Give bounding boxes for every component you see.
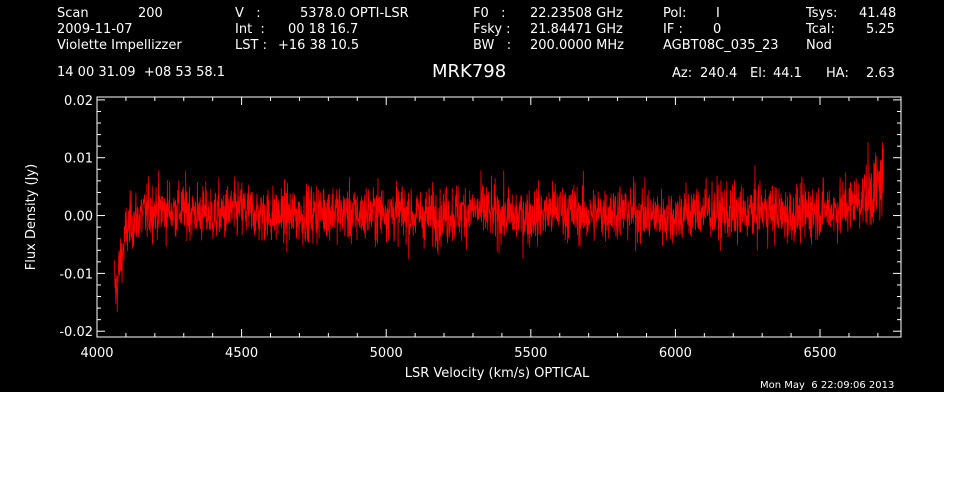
x-axis-label: LSR Velocity (km/s) OPTICAL bbox=[405, 366, 590, 381]
y-tick-label: 0.01 bbox=[64, 152, 93, 167]
scan-label: Scan bbox=[57, 6, 89, 21]
obs-date: 2009-11-07 bbox=[57, 22, 133, 37]
x-tick-label: 4000 bbox=[80, 346, 113, 361]
chart-title: MRK798 bbox=[432, 61, 507, 82]
pol-label: Pol: bbox=[663, 6, 687, 21]
if-value: 0 bbox=[713, 22, 722, 37]
el-value: 44.1 bbox=[773, 66, 802, 81]
el-label: El: bbox=[750, 66, 767, 81]
project-id: AGBT08C_035_23 bbox=[663, 38, 779, 53]
pol-value: I bbox=[716, 6, 720, 21]
ha-label: HA: bbox=[826, 66, 849, 81]
velocity-label: V : bbox=[235, 6, 261, 21]
scan-value: 200 bbox=[138, 6, 163, 21]
x-tick-label: 6500 bbox=[803, 346, 836, 361]
y-tick-label: -0.01 bbox=[59, 267, 93, 282]
source-coords: 14 00 31.09 +08 53 58.1 bbox=[57, 65, 226, 80]
fsky-value: 21.84471 GHz bbox=[530, 22, 623, 37]
bw-label: BW : bbox=[473, 38, 512, 53]
axis-layer: 4000 4500 5000 5500 6000 6500 -0.02 -0.01 0.00 0.… bbox=[59, 94, 901, 361]
velocity-value: 5378.0 OPTI-LSR bbox=[300, 6, 409, 21]
obs-mode: Nod bbox=[806, 38, 832, 53]
fsky-label: Fsky : bbox=[473, 22, 511, 37]
tsys-label: Tsys: bbox=[806, 6, 838, 21]
spectrum-chart: 4000 4500 5000 5500 6000 6500 -0.02 -0.01 0.00 0.… bbox=[24, 94, 902, 381]
lst-label: LST : bbox=[235, 38, 267, 53]
x-tick-label: 5000 bbox=[370, 346, 403, 361]
int-value: 00 18 16.7 bbox=[288, 22, 359, 37]
x-tick-label: 4500 bbox=[225, 346, 258, 361]
x-tick-label: 5500 bbox=[514, 346, 547, 361]
series-layer bbox=[113, 142, 885, 313]
y-tick-label: 0.02 bbox=[64, 94, 93, 109]
f0-value: 22.23508 GHz bbox=[530, 6, 623, 21]
if-label: IF : bbox=[663, 22, 683, 37]
ha-value: 2.63 bbox=[866, 66, 895, 81]
tcal-label: Tcal: bbox=[806, 22, 835, 37]
f0-label: F0 : bbox=[473, 6, 506, 21]
y-axis-label: Flux Density (Jy) bbox=[24, 164, 39, 270]
az-label: Az: bbox=[672, 66, 693, 81]
int-label: Int : bbox=[235, 22, 265, 37]
x-tick-label: 6000 bbox=[659, 346, 692, 361]
spectrum-panel: Scan 200 2009-11-07 Violette Impellizzer… bbox=[0, 0, 944, 392]
y-tick-label: 0.00 bbox=[64, 210, 93, 225]
plot-frame bbox=[96, 96, 902, 338]
lst-value: +16 38 10.5 bbox=[278, 38, 360, 53]
timestamp: Mon May 6 22:09:06 2013 bbox=[760, 380, 895, 391]
y-tick-label: -0.02 bbox=[59, 325, 93, 340]
spectrum-line bbox=[113, 142, 885, 313]
az-value: 240.4 bbox=[700, 66, 738, 81]
observer-name: Violette Impellizzer bbox=[57, 38, 182, 53]
tcal-value: 5.25 bbox=[866, 22, 895, 37]
tsys-value: 41.48 bbox=[859, 6, 897, 21]
bw-value: 200.0000 MHz bbox=[530, 38, 624, 53]
